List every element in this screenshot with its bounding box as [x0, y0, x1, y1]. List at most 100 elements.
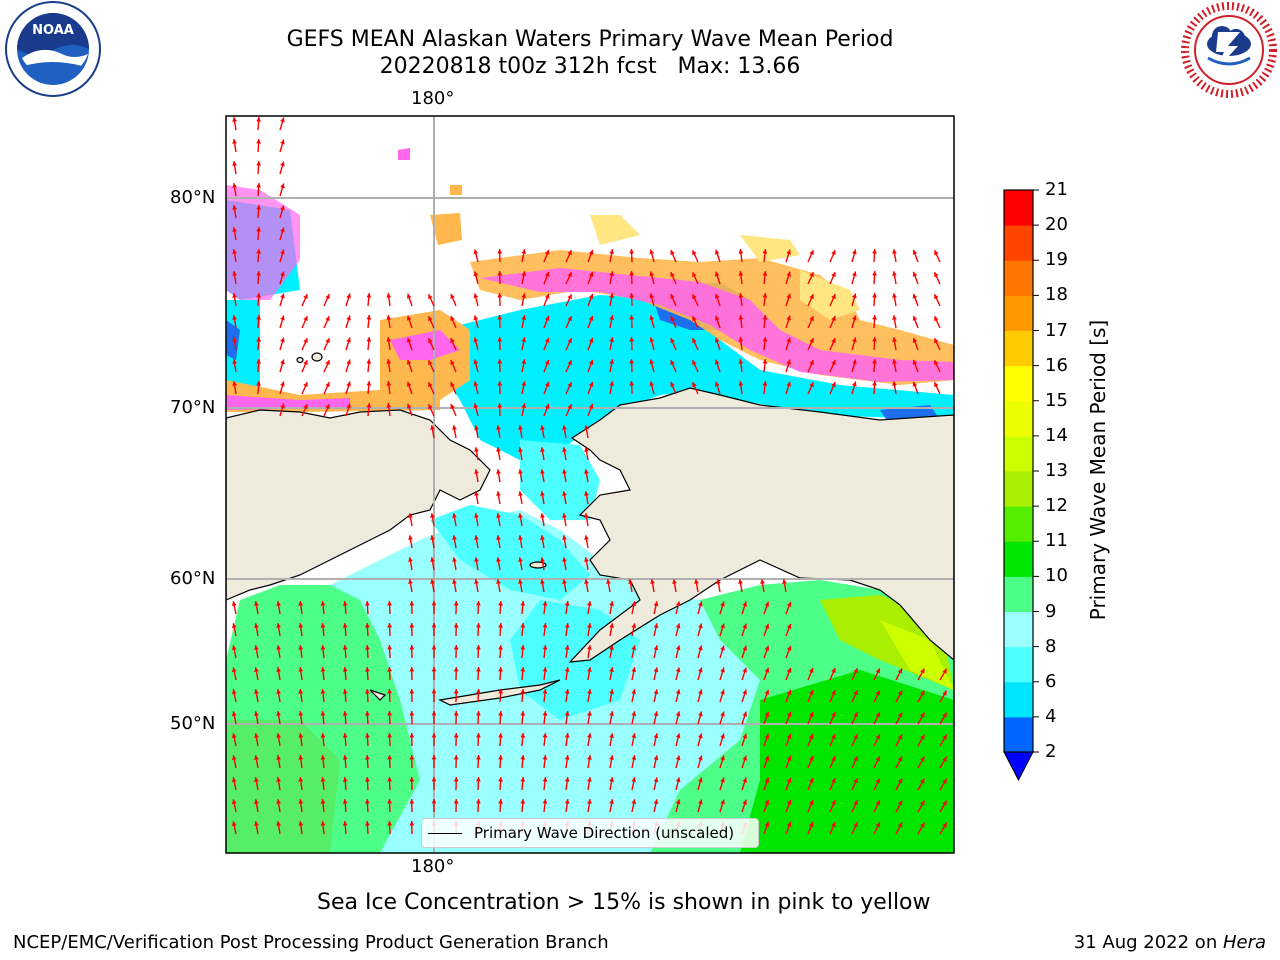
wave-arrow: [933, 271, 941, 285]
wave-arrow: [232, 337, 237, 351]
wave-arrow: [785, 755, 792, 769]
wave-arrow: [387, 820, 393, 835]
wave-arrow: [741, 733, 748, 747]
wave-arrow: [872, 292, 877, 307]
wave-arrow: [298, 733, 304, 747]
wave-arrow: [851, 271, 857, 285]
wave-arrow: [540, 447, 545, 461]
wave-arrow: [629, 314, 635, 329]
wave-arrow: [431, 754, 437, 769]
wave-arrow: [476, 776, 481, 791]
wave-arrow: [649, 249, 655, 263]
colorbar-tick-label: 9: [1045, 600, 1057, 622]
wave-arrow: [762, 293, 768, 307]
lat-label-60: 60°N: [170, 568, 216, 589]
wave-arrow: [741, 645, 748, 659]
wave-arrow: [408, 535, 413, 549]
wave-arrow: [587, 271, 594, 285]
wave-arrow: [431, 710, 437, 725]
wave-arrow: [409, 798, 415, 813]
wave-arrow: [365, 688, 370, 703]
wave-arrow: [609, 271, 615, 285]
wave-arrow: [450, 403, 457, 417]
lat-label-80: 80°N: [170, 187, 216, 208]
wave-arrow: [542, 623, 548, 637]
wave-arrow: [675, 623, 681, 637]
wave-arrow: [386, 381, 392, 395]
wave-arrow: [320, 777, 326, 791]
wave-arrow: [498, 688, 503, 703]
wave-arrow: [829, 381, 836, 395]
wave-arrow: [474, 535, 479, 549]
wave-arrow: [409, 688, 415, 703]
wave-arrow: [631, 601, 637, 615]
wave-arrow: [342, 754, 348, 769]
wave-arrow: [562, 469, 567, 483]
wave-arrow: [807, 337, 815, 351]
wave-arrow: [301, 315, 308, 329]
wave-arrow: [279, 161, 285, 175]
wave-arrow: [256, 226, 262, 241]
colorbar-segment: [1004, 365, 1033, 402]
wave-arrow: [873, 800, 881, 813]
wave-arrow: [231, 799, 237, 813]
wave-arrow: [714, 315, 721, 329]
wave-arrow: [256, 248, 262, 263]
wave-arrow: [917, 734, 925, 747]
wave-arrow: [584, 557, 589, 571]
colorbar-tick-label: 6: [1045, 670, 1057, 692]
wave-arrow: [431, 776, 437, 791]
wave-arrow: [387, 600, 393, 615]
graticule: [226, 116, 954, 853]
wave-arrow: [409, 666, 415, 681]
wave-arrow: [912, 271, 919, 285]
wave-arrow: [873, 756, 881, 769]
wave-arrow: [670, 271, 677, 285]
wave-arrow: [254, 645, 259, 659]
wave-arrow: [912, 337, 919, 351]
wave-arrow: [345, 315, 351, 329]
wave-arrow: [518, 469, 523, 483]
wave-arrow: [276, 623, 281, 637]
wave-arrow: [939, 668, 948, 681]
wave-arrow: [256, 182, 262, 197]
wave-arrow: [409, 644, 415, 659]
wave-arrow: [386, 337, 392, 351]
wave-arrow: [473, 403, 479, 417]
wave-arrow: [564, 777, 570, 791]
wave-arrow: [276, 645, 281, 659]
wave-arrow: [365, 798, 370, 813]
wave-arrow: [939, 690, 948, 703]
wave-arrow: [498, 798, 503, 813]
wave-arrow: [933, 381, 941, 395]
wave-arrow: [279, 249, 285, 263]
wave-arrow: [409, 776, 415, 791]
wave-arrow: [917, 668, 925, 681]
wave-arrow: [691, 315, 699, 329]
wave-arrow: [587, 403, 594, 417]
colorbar-tick-label: 16: [1045, 354, 1068, 376]
wave-arrow: [386, 359, 392, 373]
wave-arrow: [256, 160, 262, 175]
wave-arrow: [496, 491, 501, 505]
wave-arrow: [912, 249, 919, 263]
wave-arrow: [653, 667, 659, 681]
wave-arrow: [807, 359, 815, 373]
wave-arrow: [427, 359, 435, 373]
wave-arrow: [365, 600, 370, 615]
wave-arrow: [807, 293, 815, 307]
wave-arrow: [452, 513, 457, 527]
wave-arrow: [564, 601, 570, 615]
wave-arrow: [409, 754, 415, 769]
wave-arrow: [386, 403, 392, 417]
wave-arrow: [453, 754, 459, 769]
wave-arrow: [697, 601, 703, 615]
wave-arrow: [279, 271, 285, 285]
wave-arrow: [298, 821, 304, 835]
wave-arrow: [342, 666, 348, 681]
wave-arrow: [276, 821, 281, 835]
wave-arrow: [697, 667, 703, 681]
wave-arrow: [231, 645, 237, 659]
wave-arrow: [933, 359, 941, 373]
wave-arrow: [232, 249, 237, 263]
